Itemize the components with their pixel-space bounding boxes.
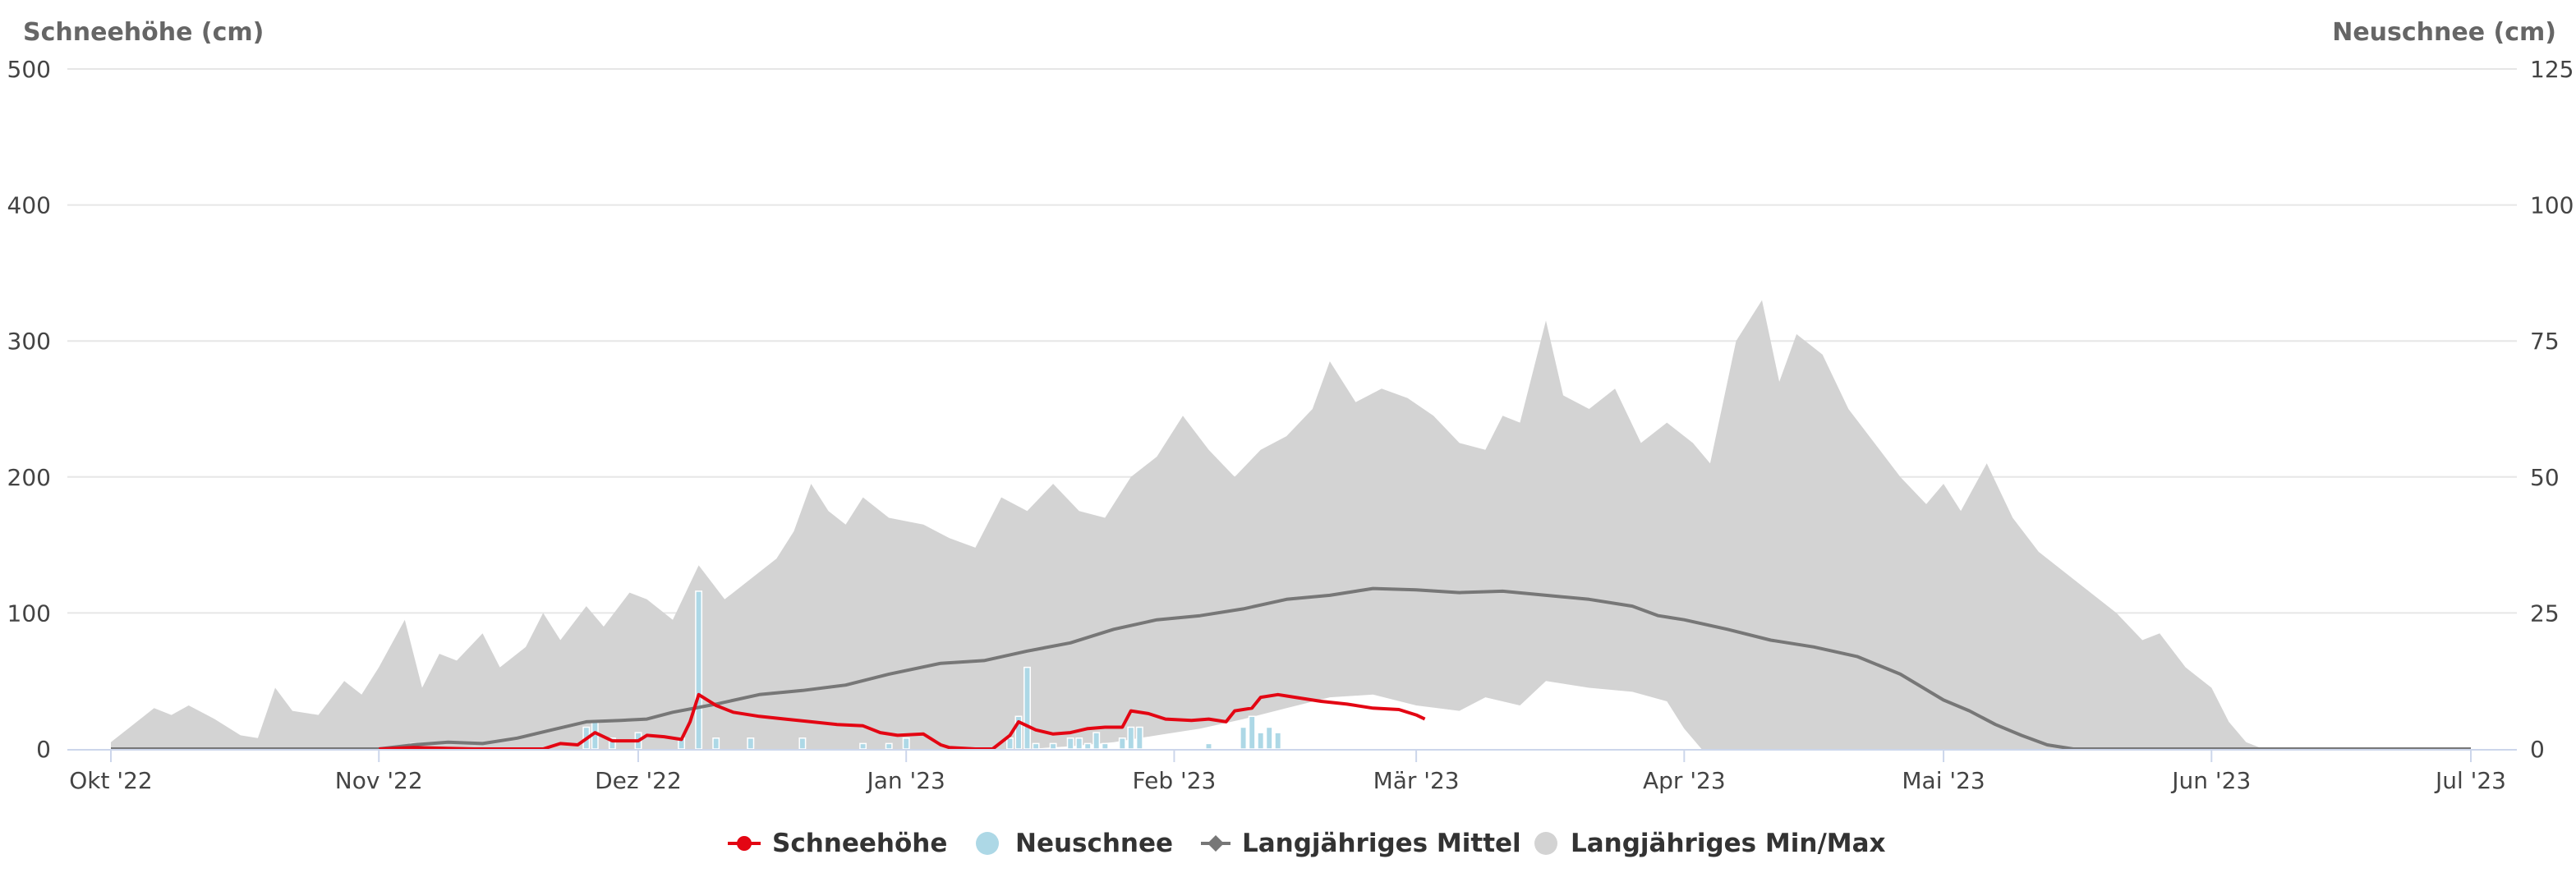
- neuschnee-bar: [1240, 726, 1248, 750]
- left-axis-title: Schneehöhe (cm): [23, 18, 264, 47]
- neuschnee-bar: [1066, 737, 1074, 750]
- x-tick-label: Dez '22: [595, 767, 682, 794]
- legend-item: Langjähriges Mittel: [1201, 829, 1521, 858]
- legend-item: Langjähriges Min/Max: [1534, 829, 1886, 858]
- legend-label: Langjähriges Min/Max: [1571, 829, 1886, 858]
- y-right-tick-label: 25: [2530, 599, 2560, 627]
- legend-label: Schneehöhe: [772, 829, 947, 858]
- minmax-area-layer: [111, 300, 2471, 749]
- neuschnee-bar: [1257, 732, 1265, 750]
- x-tick-label: Jun '23: [2170, 767, 2251, 794]
- x-tick-label: Mai '23: [1902, 767, 1985, 794]
- y-left-tick-label: 400: [7, 192, 51, 219]
- y-right-tick-label: 125: [2530, 56, 2574, 83]
- neuschnee-bar: [859, 742, 867, 750]
- legend-label: Neuschnee: [1015, 829, 1173, 858]
- legend-item: Neuschnee: [976, 829, 1173, 858]
- neuschnee-bar: [1127, 726, 1135, 750]
- y-left-tick-label: 200: [7, 464, 51, 491]
- legend: Schneehöhe Neuschnee Langjähriges Mittel La…: [728, 829, 1886, 858]
- y-left-tick-label: 300: [7, 328, 51, 355]
- neuschnee-bar: [747, 737, 755, 750]
- neuschnee-bar: [695, 590, 703, 750]
- neuschnee-bar: [1049, 742, 1057, 750]
- x-tick-label: Jul '23: [2434, 767, 2506, 794]
- y-left-tick-label: 100: [7, 599, 51, 627]
- y-left-tick-label: 500: [7, 56, 51, 83]
- neuschnee-bar: [1248, 715, 1256, 750]
- neuschnee-bar: [798, 737, 807, 750]
- neuschnee-bar: [1205, 742, 1212, 750]
- neuschnee-bar: [1032, 742, 1040, 750]
- legend-item: Schneehöhe: [728, 829, 947, 858]
- neuschnee-bar: [1006, 737, 1014, 750]
- neuschnee-bar: [885, 742, 893, 750]
- x-tick-label: Jan '23: [865, 767, 945, 794]
- neuschnee-bar: [902, 737, 910, 750]
- neuschnee-bar: [1083, 742, 1092, 750]
- mean-line-layer: [111, 586, 2471, 751]
- minmax-area: [111, 300, 2471, 749]
- y-axis-ticks: 0 0 100 25 200 50 300 75 400 100 500 125: [7, 56, 2574, 763]
- neuschnee-bar: [1101, 742, 1109, 750]
- neuschnee-bar: [1092, 732, 1101, 750]
- y-right-tick-label: 0: [2530, 736, 2545, 763]
- right-axis-title: Neuschnee (cm): [2332, 18, 2556, 47]
- x-tick-label: Apr '23: [1643, 767, 1726, 794]
- x-tick-label: Okt '22: [69, 767, 152, 794]
- neuschnee-bar: [712, 737, 720, 750]
- neuschnee-bar: [1265, 726, 1273, 750]
- neuschnee-bar: [1274, 732, 1282, 750]
- x-tick-label: Nov '22: [335, 767, 423, 794]
- legend-dot-icon: [737, 836, 752, 851]
- y-right-tick-label: 50: [2530, 464, 2560, 491]
- neuschnee-bar: [1118, 737, 1126, 750]
- legend-circle-icon: [976, 832, 999, 855]
- legend-diamond-icon: [1208, 835, 1224, 852]
- x-tick-label: Feb '23: [1133, 767, 1217, 794]
- x-tick-label: Mär '23: [1373, 767, 1460, 794]
- neuschnee-bar: [1024, 666, 1031, 750]
- x-axis: Okt '22 Nov '22 Dez '22 Jan '23 Feb '23 Mär '…: [67, 749, 2517, 794]
- mean-line: [111, 586, 2471, 751]
- neuschnee-bar: [1075, 737, 1083, 750]
- legend-label: Langjähriges Mittel: [1242, 829, 1521, 858]
- legend-circle-icon: [1534, 832, 1557, 855]
- y-right-tick-label: 100: [2530, 192, 2574, 219]
- neuschnee-bar: [1135, 726, 1143, 750]
- y-right-tick-label: 75: [2530, 328, 2560, 355]
- y-left-tick-label: 0: [36, 736, 51, 763]
